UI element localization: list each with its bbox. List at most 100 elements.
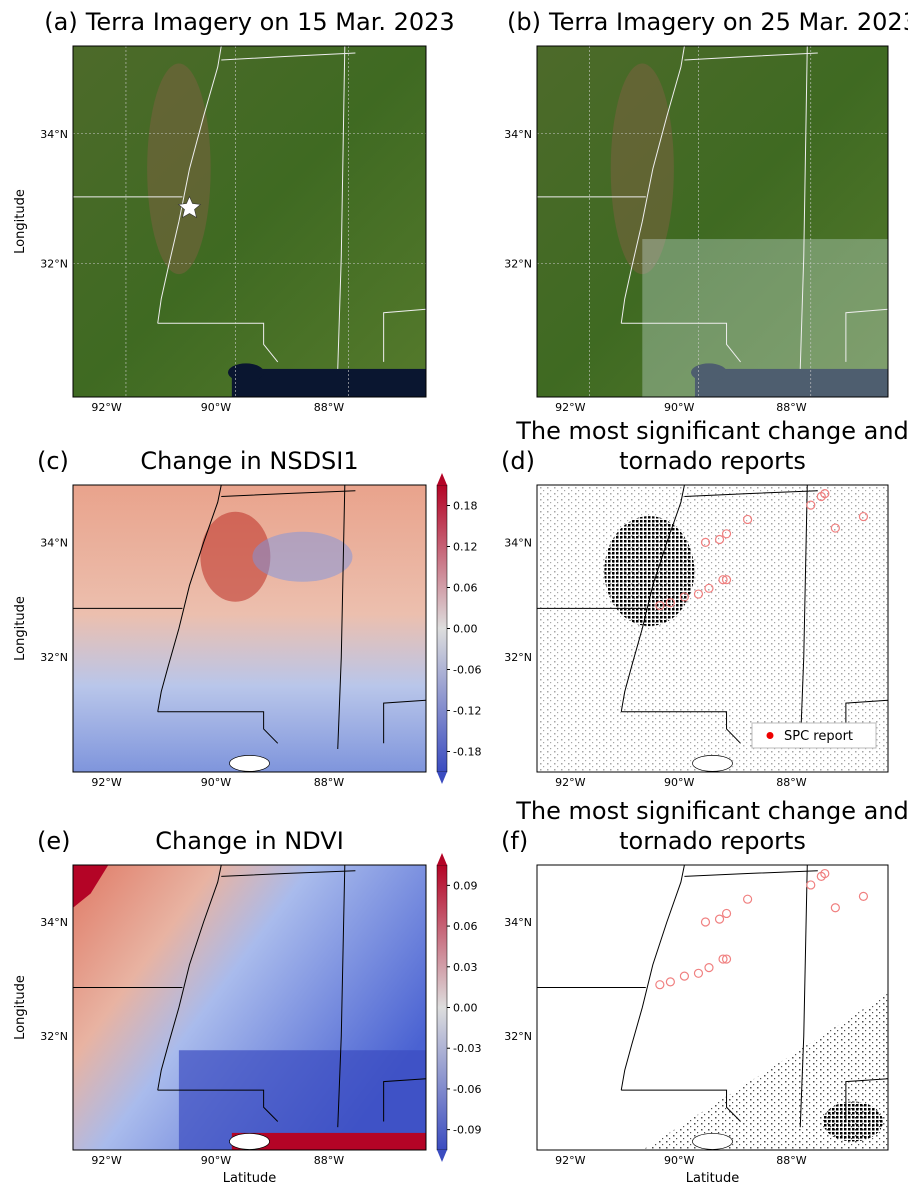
spc-report bbox=[858, 511, 869, 522]
spc-report bbox=[700, 537, 711, 548]
change-band bbox=[642, 993, 888, 1150]
red-patch bbox=[200, 511, 271, 602]
state-border bbox=[383, 699, 426, 744]
panel-label: (f) bbox=[501, 827, 528, 855]
change-cluster bbox=[604, 516, 695, 627]
colorbar-extend bbox=[437, 1150, 447, 1162]
y-tick-label: 34°N bbox=[504, 536, 532, 549]
x-tick-label: 90°W bbox=[201, 1154, 231, 1167]
lake bbox=[690, 363, 727, 382]
colorbar bbox=[436, 484, 448, 773]
y-tick-label: 34°N bbox=[504, 128, 532, 141]
coast-mask bbox=[229, 1133, 270, 1150]
map-frame bbox=[536, 864, 889, 1151]
y-axis-label: Longitude bbox=[13, 189, 28, 254]
state-border bbox=[620, 865, 685, 1091]
x-tick-label: 92°W bbox=[555, 776, 585, 789]
map-panel: 92°W 90°W 88°W 34°N 32°N (b) Terra Imagery on … bbox=[504, 8, 908, 414]
y-tick-label: 34°N bbox=[40, 916, 68, 929]
state-border bbox=[157, 322, 279, 363]
y-tick-label: 32°N bbox=[504, 1030, 532, 1043]
river-valley bbox=[147, 63, 211, 275]
y-tick-label: 32°N bbox=[40, 1030, 68, 1043]
x-tick-label: 92°W bbox=[91, 401, 121, 414]
title-text: Terra Imagery on 25 Mar. 2023 bbox=[548, 8, 908, 36]
colorbar-tick-label: -0.06 bbox=[453, 664, 481, 677]
map-panel: 92°W 90°W 88°W 34°N 32°N (d)The most signific… bbox=[501, 417, 908, 789]
colorbar-extend bbox=[437, 772, 447, 784]
state-border bbox=[157, 711, 279, 744]
state-border bbox=[799, 865, 808, 1128]
map-frame bbox=[72, 864, 427, 1151]
state-border bbox=[383, 1078, 426, 1122]
x-tick-label: 90°W bbox=[664, 776, 694, 789]
spc-report bbox=[858, 891, 869, 901]
spc-report bbox=[718, 954, 728, 964]
map-frame bbox=[72, 45, 427, 398]
spc-report bbox=[655, 980, 665, 990]
x-tick-label: 90°W bbox=[664, 1154, 694, 1167]
river-valley bbox=[610, 63, 674, 275]
state-border bbox=[621, 1089, 741, 1122]
spc-report bbox=[806, 500, 816, 510]
colorbar-tick-label: 0.00 bbox=[453, 623, 478, 636]
x-tick-label: 88°W bbox=[776, 401, 806, 414]
colorbar-extend bbox=[437, 473, 447, 485]
state-border bbox=[157, 865, 222, 1091]
gulf bbox=[694, 368, 888, 397]
x-tick-label: 88°W bbox=[776, 776, 806, 789]
spc-report bbox=[820, 489, 830, 499]
y-tick-label: 34°N bbox=[40, 536, 68, 549]
legend-marker bbox=[766, 732, 774, 739]
spc-report bbox=[820, 868, 830, 879]
map-image bbox=[537, 485, 888, 772]
y-tick-label: 32°N bbox=[504, 651, 532, 664]
x-tick-label: 92°W bbox=[555, 1154, 585, 1167]
spc-report bbox=[665, 598, 675, 608]
map-image bbox=[537, 865, 888, 1150]
state-border bbox=[621, 322, 741, 363]
state-border bbox=[337, 485, 346, 750]
lake bbox=[227, 363, 264, 382]
state-border bbox=[799, 46, 808, 369]
red-patch bbox=[73, 865, 109, 908]
map-image bbox=[73, 485, 426, 772]
spc-report bbox=[679, 592, 690, 602]
colorbar-tick-label: 0.00 bbox=[453, 1002, 478, 1015]
panel-label: (a) bbox=[44, 8, 77, 36]
spc-report bbox=[704, 962, 714, 973]
colorbar-tick-label: 0.06 bbox=[453, 582, 478, 595]
spc-report bbox=[665, 977, 675, 987]
x-tick-label: 92°W bbox=[555, 401, 585, 414]
panel-title: (a) Terra Imagery on 15 Mar. 2023 bbox=[44, 8, 454, 36]
x-tick-label: 90°W bbox=[664, 401, 694, 414]
spc-report bbox=[742, 894, 753, 904]
panel-title: The most significant change and bbox=[515, 417, 908, 445]
coast-mask bbox=[229, 755, 270, 772]
colorbar-tick-label: -0.18 bbox=[453, 746, 481, 759]
colorbar-tick-label: 0.09 bbox=[453, 879, 478, 892]
map-panel: 92°W 90°W 88°W 34°N 32°N (e) Change in NDVI Lon… bbox=[13, 827, 427, 1186]
coast-red bbox=[231, 1132, 426, 1150]
state-border bbox=[684, 490, 818, 497]
state-border bbox=[157, 46, 222, 324]
state-border bbox=[221, 52, 356, 61]
y-tick-label: 32°N bbox=[504, 258, 532, 271]
map-panel: 92°W 90°W 88°W 34°N 32°N (a) Terra Imagery on … bbox=[13, 8, 455, 414]
x-tick-label: 88°W bbox=[776, 1154, 806, 1167]
state-border bbox=[620, 46, 685, 324]
x-tick-label: 88°W bbox=[314, 401, 344, 414]
spc-report bbox=[721, 954, 732, 964]
y-tick-label: 34°N bbox=[504, 916, 532, 929]
panel-label: (d) bbox=[501, 447, 535, 475]
spc-report bbox=[679, 971, 690, 981]
spc-report bbox=[721, 529, 732, 539]
y-tick-label: 34°N bbox=[40, 128, 68, 141]
y-axis-label: Longitude bbox=[13, 975, 28, 1040]
legend-label: SPC report bbox=[784, 729, 853, 744]
state-border bbox=[157, 485, 222, 712]
state-border bbox=[621, 711, 741, 744]
state-border bbox=[337, 46, 346, 369]
map-background bbox=[73, 46, 426, 397]
